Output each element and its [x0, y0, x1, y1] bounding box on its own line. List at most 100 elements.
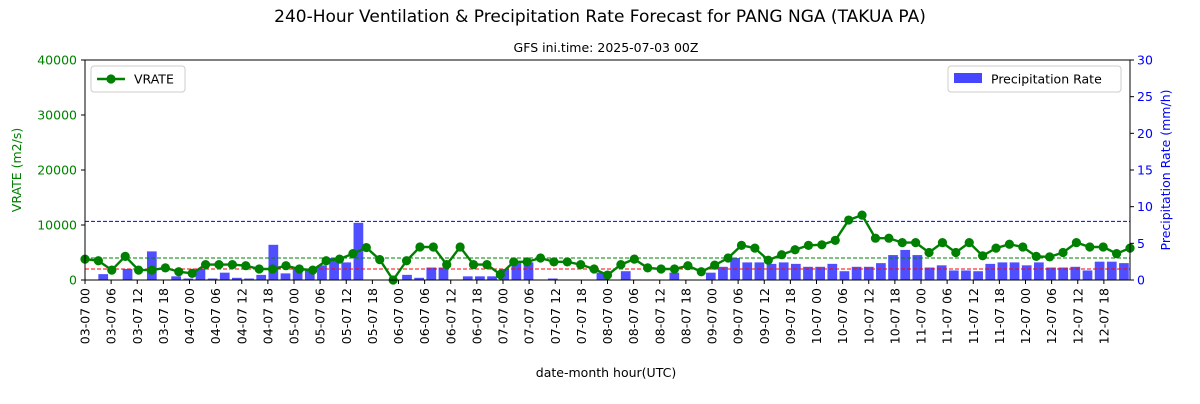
vrate-point	[884, 233, 894, 243]
precip-bar	[183, 278, 194, 280]
precip-bar	[961, 270, 971, 280]
vrate-point	[281, 261, 291, 271]
x-tick-label: 10-07 06	[835, 288, 850, 344]
precip-bar	[244, 278, 254, 280]
vrate-point	[951, 247, 961, 258]
vrate-point	[1004, 239, 1015, 249]
y-left-tick-label: 0	[69, 273, 77, 288]
precip-bar	[1094, 261, 1105, 280]
x-tick-label: 11-07 12	[966, 288, 981, 344]
vrate-point	[1071, 238, 1082, 248]
vrate-point	[669, 264, 680, 274]
precip-bar	[268, 244, 279, 280]
vrate-legend-label: VRATE	[134, 72, 174, 87]
precip-bar	[766, 263, 777, 280]
vrate-line-series	[80, 210, 1135, 285]
vrate-point	[1112, 249, 1122, 259]
y-right-tick-label: 0	[1137, 273, 1145, 288]
y-axis-left-label: VRATE (m2/s)	[9, 128, 24, 212]
vrate-point	[321, 256, 331, 266]
precip-bar	[1021, 265, 1032, 280]
x-tick-label: 06-07 06	[417, 288, 432, 344]
vrate-point	[589, 264, 599, 274]
precip-bar	[803, 266, 813, 280]
vrate-point	[897, 238, 907, 248]
precip-bar	[292, 269, 303, 280]
vrate-point	[978, 251, 988, 261]
precip-bar	[1058, 267, 1069, 280]
precip-bar	[171, 276, 181, 280]
vrate-point	[187, 268, 197, 278]
x-tick-label: 07-07 00	[496, 288, 511, 344]
precip-bar	[888, 255, 898, 280]
x-tick-label: 06-07 12	[443, 288, 458, 344]
precip-bar	[426, 267, 437, 280]
vrate-line	[84, 213, 1131, 283]
vrate-point	[844, 215, 854, 225]
chart-subtitle: GFS ini.time: 2025-07-03 00Z	[514, 40, 699, 55]
precip-bar	[122, 269, 133, 280]
y-right-tick-label: 20	[1137, 126, 1153, 141]
vrate-point	[415, 242, 425, 252]
x-tick-label: 12-07 18	[1096, 288, 1111, 344]
x-tick-label: 11-07 18	[992, 288, 1007, 344]
precip-bar	[98, 274, 109, 280]
vrate-point	[455, 242, 465, 252]
y-left-tick-label: 10000	[37, 218, 77, 233]
vrate-point	[602, 270, 613, 280]
legends: VRATE Precipitation Rate	[90, 65, 1122, 93]
precip-bar	[912, 255, 923, 280]
precip-bar	[219, 272, 230, 280]
x-tick-label: 05-07 00	[287, 288, 302, 344]
vrate-point	[428, 242, 438, 252]
x-tick-label: 06-07 18	[469, 288, 484, 344]
vrate-point	[254, 264, 264, 274]
axes: 0 10000 20000 30000 40000 0 5 10 15 20 25 30 03-07 0…	[37, 53, 1153, 345]
x-tick-label: 12-07 06	[1044, 288, 1059, 344]
x-tick-label: 07-07 12	[548, 288, 563, 344]
precip-bar	[1119, 263, 1129, 280]
y-right-tick-label: 5	[1137, 236, 1145, 251]
precip-bar	[511, 262, 522, 280]
precip-bar	[438, 267, 449, 280]
x-tick-label: 10-07 18	[887, 288, 902, 344]
precip-bar	[317, 265, 327, 280]
precip-bar	[876, 263, 886, 280]
vrate-point	[562, 257, 572, 267]
x-tick-label: 05-07 06	[313, 288, 328, 344]
x-tick-label: 06-07 00	[391, 288, 406, 344]
y-left-tick-label: 40000	[37, 53, 77, 68]
precip-bar	[742, 262, 753, 280]
vrate-point	[830, 235, 840, 245]
vrate-point	[790, 245, 800, 255]
vrate-point	[160, 263, 170, 273]
x-tick-label: 11-07 06	[940, 288, 955, 344]
precip-bar	[1106, 261, 1117, 280]
precip-bar	[414, 277, 425, 280]
vrate-point	[1045, 252, 1055, 262]
vrate-point	[200, 260, 211, 270]
x-tick-label: 05-07 18	[365, 288, 380, 344]
vrate-point	[870, 233, 881, 243]
precip-bar	[973, 271, 983, 280]
precip-bar	[304, 269, 315, 280]
vrate-point	[643, 263, 653, 273]
y-axis-right-label: Precipitation Rate (mm/h)	[1158, 90, 1173, 251]
precip-bar	[1082, 270, 1093, 280]
vrate-point	[1058, 247, 1068, 258]
y-left-tick-label: 30000	[37, 108, 77, 123]
vrate-point	[107, 265, 117, 275]
precip-legend-box	[947, 65, 1122, 93]
precip-bar	[1070, 266, 1081, 280]
precip-bar	[256, 274, 267, 280]
vrate-point	[723, 253, 733, 263]
precip-bar	[669, 272, 680, 280]
vrate-point	[294, 264, 304, 274]
x-tick-label: 08-07 06	[626, 288, 641, 344]
precip-bar	[402, 274, 412, 280]
vrate-point	[991, 243, 1001, 253]
y-right-tick-label: 10	[1137, 199, 1153, 214]
precip-legend-swatch	[954, 73, 982, 83]
vrate-point	[817, 240, 827, 250]
